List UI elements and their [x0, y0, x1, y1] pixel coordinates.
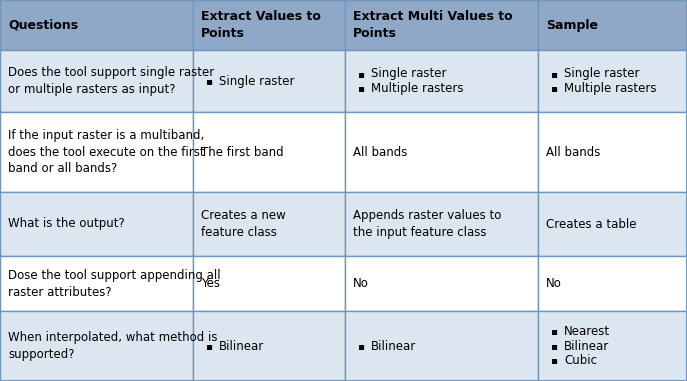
Text: Multiple rasters: Multiple rasters [564, 82, 657, 95]
Text: Multiple rasters: Multiple rasters [371, 82, 464, 95]
Text: Single raster: Single raster [564, 67, 640, 80]
Text: Creates a table: Creates a table [546, 218, 636, 231]
Text: ▪: ▪ [357, 83, 364, 93]
Bar [193, 112, 345, 192]
Bar [538, 50, 687, 112]
Text: Bilinear: Bilinear [219, 339, 264, 352]
Text: Single raster: Single raster [219, 75, 295, 88]
Text: ▪: ▪ [550, 327, 557, 336]
Bar [538, 192, 687, 256]
Text: Yes: Yes [201, 277, 220, 290]
Text: If the input raster is a multiband,
does the tool execute on the first
band or a: If the input raster is a multiband, does… [8, 128, 205, 176]
Text: Bilinear: Bilinear [371, 339, 416, 352]
Bar [193, 50, 345, 112]
Text: ▪: ▪ [205, 341, 212, 351]
Text: All bands: All bands [546, 146, 600, 158]
Bar [345, 0, 538, 50]
Bar [0, 0, 193, 50]
Bar [193, 0, 345, 50]
Bar [0, 112, 193, 192]
Bar [0, 50, 193, 112]
Text: When interpolated, what method is
supported?: When interpolated, what method is suppor… [8, 331, 218, 361]
Text: ▪: ▪ [357, 69, 364, 79]
Bar [193, 256, 345, 311]
Bar [538, 256, 687, 311]
Bar [193, 192, 345, 256]
Text: Does the tool support single raster
or multiple rasters as input?: Does the tool support single raster or m… [8, 66, 214, 96]
Text: Extract Values to
Points: Extract Values to Points [201, 10, 321, 40]
Text: Dose the tool support appending all
raster attributes?: Dose the tool support appending all rast… [8, 269, 221, 298]
Bar [345, 50, 538, 112]
Text: Questions: Questions [8, 19, 78, 32]
Text: No: No [353, 277, 369, 290]
Bar [538, 0, 687, 50]
Text: ▪: ▪ [550, 83, 557, 93]
Bar [345, 311, 538, 381]
Text: All bands: All bands [353, 146, 407, 158]
Text: Cubic: Cubic [564, 354, 597, 367]
Bar [345, 192, 538, 256]
Bar [0, 192, 193, 256]
Text: Creates a new
feature class: Creates a new feature class [201, 209, 286, 239]
Text: ▪: ▪ [550, 355, 557, 365]
Text: What is the output?: What is the output? [8, 218, 125, 231]
Bar [0, 311, 193, 381]
Bar [193, 311, 345, 381]
Bar [345, 112, 538, 192]
Text: Extract Multi Values to
Points: Extract Multi Values to Points [353, 10, 513, 40]
Bar [538, 311, 687, 381]
Text: Nearest: Nearest [564, 325, 610, 338]
Text: ▪: ▪ [205, 76, 212, 86]
Bar [538, 112, 687, 192]
Text: The first band: The first band [201, 146, 284, 158]
Text: No: No [546, 277, 562, 290]
Text: Sample: Sample [546, 19, 598, 32]
Text: ▪: ▪ [550, 341, 557, 351]
Text: Single raster: Single raster [371, 67, 447, 80]
Bar [0, 256, 193, 311]
Text: ▪: ▪ [357, 341, 364, 351]
Text: Appends raster values to
the input feature class: Appends raster values to the input featu… [353, 209, 502, 239]
Text: Bilinear: Bilinear [564, 339, 609, 352]
Bar [345, 256, 538, 311]
Text: ▪: ▪ [550, 69, 557, 79]
